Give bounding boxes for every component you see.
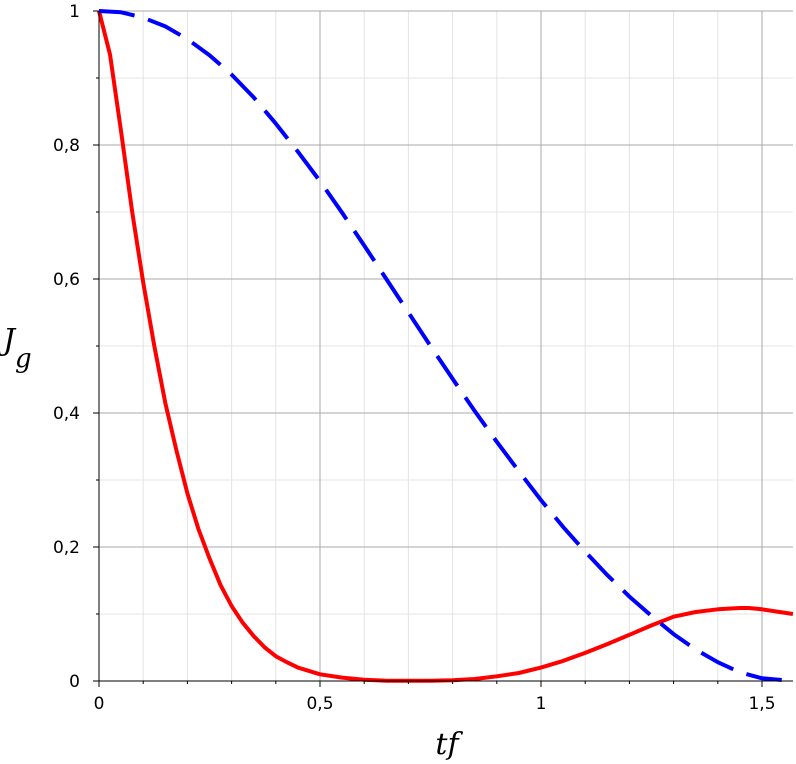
- y-tick-label: 1: [69, 2, 80, 22]
- y-axis-title: Jg: [0, 323, 32, 374]
- x-axis-title: tf: [435, 727, 463, 762]
- y-tick-label: 0,2: [53, 538, 80, 558]
- series-line-red-solid: [97, 10, 794, 683]
- axes: [93, 10, 793, 687]
- y-tick-label: 0,4: [53, 404, 80, 424]
- x-tick-label: 0,5: [306, 694, 333, 714]
- major-gridlines: [99, 10, 793, 681]
- y-tick-label: 0,6: [53, 270, 80, 290]
- series-line-blue-dashed: [98, 9, 794, 683]
- y-axis-title-main: J: [0, 323, 17, 358]
- x-tick-label: 1: [536, 694, 547, 714]
- y-axis-title-sub: g: [15, 344, 32, 374]
- x-tick-label: 1,5: [748, 694, 775, 714]
- series-layer: [97, 9, 794, 683]
- y-tick-label: 0,8: [53, 136, 80, 156]
- tick-labels: 0 0,5 1 1,5 0 0,2 0,4 0,6 0,8 1: [53, 2, 776, 714]
- x-tick-label: 0: [94, 694, 105, 714]
- y-tick-label: 0: [69, 672, 80, 692]
- minor-gridlines: [99, 11, 793, 681]
